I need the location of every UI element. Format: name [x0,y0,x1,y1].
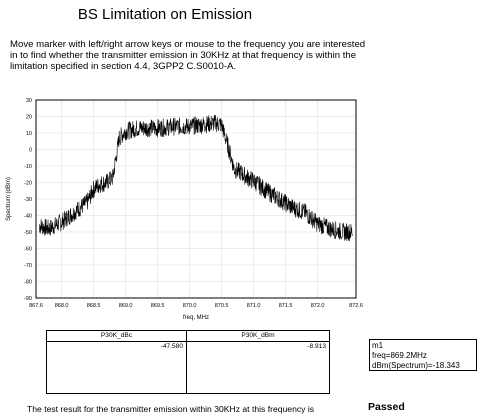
y-tick-label: 30 [26,98,32,104]
plot-frame [35,99,357,299]
y-tick-labels: 30 20 10 0 -10 -20 -30 -40 -50 -60 -70 -80 -90 [24,98,32,302]
x-tick-label: 867.6 [29,303,43,309]
marker-readout: m1 freq=869.2MHz dBm(Spectrum)=-18.343 [369,339,477,371]
verdict-text: The test result for the transmitter emis… [27,404,315,414]
x-tick-label: 872.6 [349,303,363,309]
y-tick-label: -90 [24,296,32,302]
x-tick-label: 869.5 [151,303,165,309]
x-tick-label: 870.5 [215,303,229,309]
intro-text: Move marker with left/right arrow keys o… [10,39,366,72]
verdict-status: Passed [368,401,405,413]
x-axis-label: freq, MHz [183,315,209,321]
spectrum-trace [38,114,353,242]
marker-name: m1 [372,341,384,350]
y-tick-label: -20 [24,181,32,187]
results-table: P30K_dBc -47.580 P30K_dBm -8.913 [46,330,330,394]
y-axis-label: Spectrum (dBm) [6,177,12,221]
x-tick-labels: 867.6 868.0 868.5 869.0 869.5 870.0 870.5 871.0… [29,303,363,309]
y-tick-label: -70 [24,263,32,269]
y-tick-label: -40 [24,214,32,220]
y-tick-label: 10 [26,131,32,137]
x-tick-label: 870.0 [183,303,197,309]
y-tick-label: 0 [29,148,32,154]
y-tick-label: -30 [24,197,32,203]
value-dbc: -47.580 [160,343,183,350]
y-tick-label: -80 [24,280,32,286]
value-dbm: -8.913 [307,343,326,350]
x-tick-label: 871.5 [279,303,293,309]
spectrum-chart[interactable]: 30 20 10 0 -10 -20 -30 -40 -50 -60 -70 -80 -90 867.6… [0,92,370,324]
page-title: BS Limitation on Emission [77,6,253,23]
y-tick-label: 20 [26,115,32,121]
x-tick-label: 868.5 [87,303,101,309]
results-col-dbm: P30K_dBm -8.913 [187,331,329,393]
marker-value: dBm(Spectrum)=-18.343 [372,361,460,370]
marker-freq: freq=869.2MHz [372,351,427,360]
col-header-dbm: P30K_dBm [187,331,329,342]
x-tick-label: 869.0 [119,303,133,309]
y-tick-label: -10 [24,164,32,170]
x-tick-label: 872.0 [311,303,325,309]
results-col-dbc: P30K_dBc -47.580 [47,331,187,393]
col-header-dbc: P30K_dBc [47,331,186,342]
y-tick-label: -60 [24,247,32,253]
x-tick-label: 868.0 [55,303,69,309]
y-tick-label: -50 [24,230,32,236]
x-tick-label: 871.0 [247,303,261,309]
